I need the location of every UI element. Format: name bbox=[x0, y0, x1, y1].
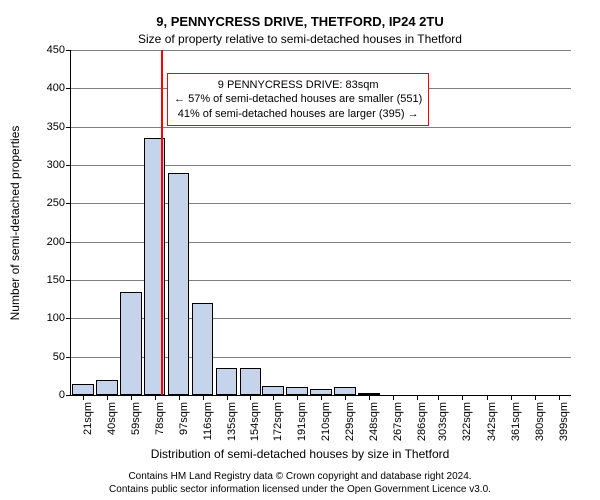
x-tick-label: 229sqm bbox=[342, 402, 356, 441]
x-tick-label: 135sqm bbox=[224, 402, 238, 441]
histogram-bar bbox=[240, 368, 261, 395]
x-tick-label: 248sqm bbox=[366, 402, 380, 441]
x-tick-label: 191sqm bbox=[294, 402, 308, 441]
footer-line-1: Contains HM Land Registry data © Crown c… bbox=[0, 471, 600, 484]
x-tick-label: 399sqm bbox=[556, 402, 570, 441]
y-tick-label: 0 bbox=[59, 389, 71, 401]
y-axis-label: Number of semi-detached properties bbox=[8, 125, 22, 320]
x-tick-label: 154sqm bbox=[247, 402, 261, 441]
gridline bbox=[71, 127, 571, 128]
x-tick-label: 380sqm bbox=[532, 402, 546, 441]
x-tick-label: 322sqm bbox=[459, 402, 473, 441]
x-tick-mark bbox=[250, 395, 251, 400]
y-tick-label: 50 bbox=[53, 351, 71, 363]
x-tick-mark bbox=[155, 395, 156, 400]
x-tick-mark bbox=[462, 395, 463, 400]
reference-line bbox=[161, 50, 163, 395]
annotation-line: 41% of semi-detached houses are larger (… bbox=[174, 107, 422, 121]
gridline bbox=[71, 50, 571, 51]
x-tick-mark bbox=[535, 395, 536, 400]
histogram-bar bbox=[334, 387, 355, 395]
annotation-line: 9 PENNYCRESS DRIVE: 83sqm bbox=[174, 78, 422, 92]
annotation-box: 9 PENNYCRESS DRIVE: 83sqm← 57% of semi-d… bbox=[167, 73, 429, 126]
x-tick-label: 210sqm bbox=[318, 402, 332, 441]
x-tick-mark bbox=[511, 395, 512, 400]
y-tick-label: 350 bbox=[47, 121, 71, 133]
x-tick-label: 342sqm bbox=[484, 402, 498, 441]
x-tick-mark bbox=[107, 395, 108, 400]
histogram-bar bbox=[72, 384, 93, 396]
x-tick-mark bbox=[369, 395, 370, 400]
x-tick-label: 286sqm bbox=[414, 402, 428, 441]
plot-area: 05010015020025030035040045021sqm40sqm59s… bbox=[70, 50, 571, 396]
x-tick-label: 172sqm bbox=[270, 402, 284, 441]
x-tick-label: 78sqm bbox=[152, 402, 166, 435]
x-tick-mark bbox=[273, 395, 274, 400]
histogram-bar bbox=[262, 386, 283, 395]
x-tick-label: 116sqm bbox=[200, 402, 214, 440]
histogram-bar bbox=[96, 380, 117, 395]
x-tick-mark bbox=[393, 395, 394, 400]
histogram-bar bbox=[168, 173, 189, 395]
x-tick-mark bbox=[131, 395, 132, 400]
histogram-bar bbox=[286, 387, 307, 395]
histogram-bar bbox=[192, 303, 213, 395]
x-tick-mark bbox=[203, 395, 204, 400]
histogram-bar bbox=[120, 292, 141, 396]
y-tick-label: 150 bbox=[47, 274, 71, 286]
chart-title: 9, PENNYCRESS DRIVE, THETFORD, IP24 2TU bbox=[0, 14, 600, 29]
x-tick-mark bbox=[179, 395, 180, 400]
x-tick-label: 97sqm bbox=[176, 402, 190, 435]
x-tick-mark bbox=[83, 395, 84, 400]
chart-subtitle: Size of property relative to semi-detach… bbox=[0, 32, 600, 46]
x-tick-label: 21sqm bbox=[80, 402, 94, 435]
y-tick-label: 200 bbox=[47, 236, 71, 248]
x-tick-mark bbox=[345, 395, 346, 400]
x-tick-label: 40sqm bbox=[104, 402, 118, 435]
x-tick-mark bbox=[297, 395, 298, 400]
x-tick-mark bbox=[559, 395, 560, 400]
y-tick-label: 250 bbox=[47, 197, 71, 209]
footer-line-2: Contains public sector information licen… bbox=[0, 484, 600, 497]
x-tick-label: 303sqm bbox=[435, 402, 449, 441]
x-tick-label: 361sqm bbox=[508, 402, 522, 441]
y-tick-label: 400 bbox=[47, 82, 71, 94]
histogram-bar bbox=[358, 393, 379, 395]
footer-attribution: Contains HM Land Registry data © Crown c… bbox=[0, 471, 600, 496]
y-tick-label: 450 bbox=[47, 44, 71, 56]
y-tick-label: 300 bbox=[47, 159, 71, 171]
x-tick-mark bbox=[417, 395, 418, 400]
x-tick-label: 267sqm bbox=[390, 402, 404, 441]
x-tick-mark bbox=[438, 395, 439, 400]
x-tick-mark bbox=[321, 395, 322, 400]
histogram-bar bbox=[216, 368, 237, 395]
x-tick-mark bbox=[227, 395, 228, 400]
x-tick-label: 59sqm bbox=[128, 402, 142, 435]
y-tick-label: 100 bbox=[47, 312, 71, 324]
chart-container: 9, PENNYCRESS DRIVE, THETFORD, IP24 2TU … bbox=[0, 0, 600, 500]
histogram-bar bbox=[310, 389, 331, 395]
x-axis-label: Distribution of semi-detached houses by … bbox=[0, 447, 600, 461]
annotation-line: ← 57% of semi-detached houses are smalle… bbox=[174, 92, 422, 106]
x-tick-mark bbox=[487, 395, 488, 400]
